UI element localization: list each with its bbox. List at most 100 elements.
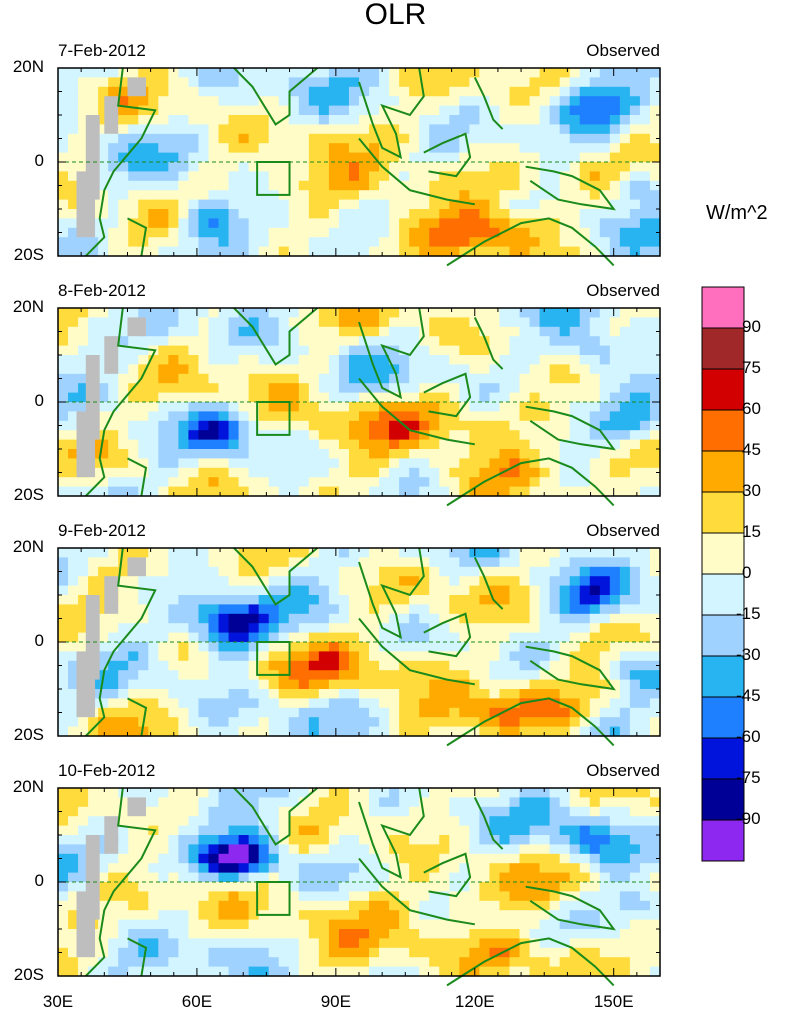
field-cell — [509, 825, 521, 836]
field-cell — [78, 152, 89, 163]
field-cell — [569, 152, 581, 163]
field-cell — [409, 86, 420, 97]
field-cell — [328, 604, 340, 615]
field-cell — [338, 919, 350, 930]
field-cell — [178, 947, 190, 958]
field-cell — [298, 929, 310, 939]
field-cell — [278, 383, 290, 394]
field-cell — [208, 698, 220, 709]
field-cell — [338, 670, 350, 681]
field-cell — [268, 825, 280, 836]
field-cell — [68, 698, 79, 709]
field-cell — [589, 660, 601, 671]
field-cell — [509, 326, 521, 337]
field-cell — [609, 613, 621, 624]
field-cell — [68, 246, 79, 257]
coastline — [473, 556, 504, 610]
field-cell — [649, 613, 661, 624]
field-cell — [88, 557, 99, 568]
field-cell — [539, 642, 551, 652]
field-cell — [499, 816, 511, 827]
field-cell — [419, 180, 430, 191]
field-cell — [389, 317, 400, 328]
field-cell — [178, 86, 190, 97]
field-cell — [459, 557, 470, 568]
field-cell — [348, 218, 360, 229]
field-cell — [629, 133, 641, 144]
field-cell — [348, 458, 360, 469]
field-cell — [549, 162, 561, 172]
field-cell — [128, 308, 139, 318]
field-cell — [58, 430, 69, 441]
field-cell — [629, 402, 641, 412]
field-cell — [108, 929, 119, 939]
field-cell — [278, 227, 290, 238]
field-cell — [58, 872, 69, 883]
field-cell — [519, 209, 531, 219]
field-cell — [529, 566, 541, 577]
field-cell — [579, 190, 591, 201]
field-cell — [609, 218, 621, 229]
field-cell — [559, 919, 571, 930]
field-cell — [489, 717, 501, 728]
field-cell — [619, 355, 631, 365]
field-cell — [348, 670, 360, 681]
field-cell — [78, 726, 89, 737]
field-cell — [519, 133, 531, 144]
field-cell — [248, 957, 260, 968]
field-cell — [369, 585, 380, 596]
field-cell — [118, 355, 129, 365]
field-cell — [579, 670, 591, 681]
field-cell — [629, 585, 641, 596]
field-cell — [479, 355, 491, 365]
field-cell — [549, 326, 561, 337]
field-cell — [98, 152, 109, 163]
field-cell — [589, 209, 601, 219]
field-cell — [278, 115, 290, 125]
field-cell — [639, 227, 651, 238]
field-cell — [429, 477, 440, 488]
field-cell — [128, 180, 139, 191]
field-cell — [499, 557, 511, 568]
field-cell — [509, 115, 521, 125]
field-cell — [359, 707, 370, 718]
field-cell — [68, 900, 79, 911]
field-cell — [529, 576, 541, 587]
field-cell — [308, 420, 320, 431]
field-cell — [288, 825, 300, 836]
field-cell — [218, 467, 230, 478]
field-cell — [509, 449, 521, 459]
field-cell — [399, 557, 410, 568]
field-cell — [58, 566, 69, 577]
field-cell — [639, 308, 651, 318]
field-cell — [449, 439, 460, 450]
field-cell — [629, 326, 641, 337]
field-cell — [308, 900, 320, 911]
field-cell — [118, 891, 129, 902]
field-cell — [348, 68, 360, 78]
field-cell — [208, 364, 220, 375]
field-cell — [248, 411, 260, 422]
field-cell — [589, 938, 601, 949]
field-cell — [78, 872, 89, 883]
field-cell — [178, 698, 190, 709]
field-cell — [389, 576, 400, 587]
field-cell — [649, 642, 661, 652]
field-cell — [188, 835, 200, 845]
field-cell — [258, 133, 270, 144]
field-cell — [248, 651, 260, 662]
field-cell — [178, 557, 190, 568]
field-cell — [459, 966, 470, 977]
field-cell — [409, 604, 420, 615]
field-cell — [108, 707, 119, 718]
field-cell — [359, 947, 370, 958]
field-cell — [429, 929, 440, 939]
field-cell — [639, 689, 651, 699]
field-cell — [268, 86, 280, 97]
field-cell — [278, 308, 290, 318]
field-cell — [188, 816, 200, 827]
field-cell — [188, 373, 200, 384]
field-cell — [218, 660, 230, 671]
field-cell — [138, 115, 149, 125]
field-cell — [298, 613, 310, 624]
